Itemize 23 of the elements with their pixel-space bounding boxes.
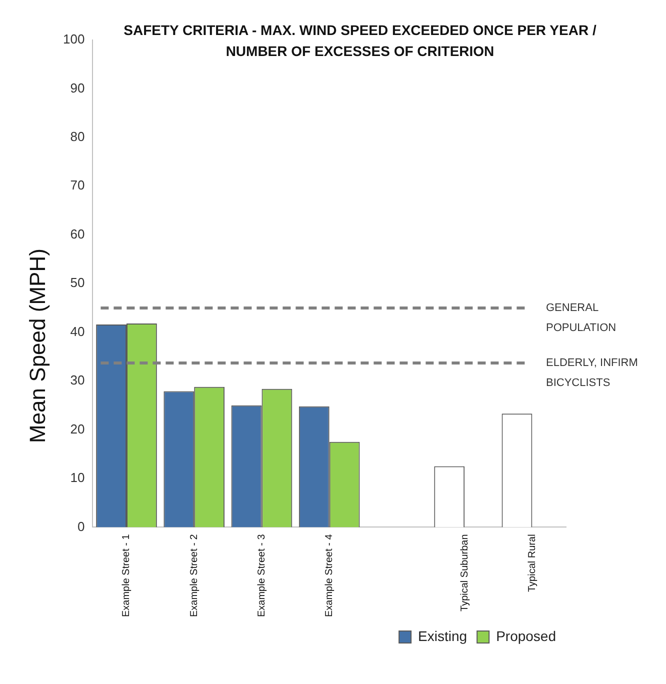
ref-line-label: ELDERLY, INFIRM BICYCLISTS [546,357,638,390]
y-tick-label: 0 [77,518,85,534]
x-tick-label: Example Street - 3 [256,534,268,617]
x-tick-label: Example Street - 2 [188,534,200,617]
y-tick-label: 10 [70,470,85,486]
chart-title: SAFETY CRITERIA - MAX. WIND SPEED EXCEEDED ONCE PER YEAR / NUMBER OF EXCESSES OF CRITERION [122,21,598,61]
y-tick-label: 50 [70,275,85,290]
y-tick-label: 40 [70,324,85,339]
legend-label: Existing [418,628,468,644]
y-tick-label: 90 [70,80,85,96]
y-tick-label: 60 [70,226,85,242]
y-axis-title: Mean Speed (MPH) [25,248,51,443]
x-tick-label: Typical Suburban [459,534,470,612]
y-tick-label: 80 [70,129,85,144]
y-tick-label: 70 [70,178,85,193]
x-tick-label: Example Street - 1 [121,534,132,617]
y-tick-label: 100 [62,32,85,47]
ref-line-label: GENERAL POPULATION [546,302,616,334]
x-tick-label: Typical Rural [526,534,538,592]
y-tick-label: 20 [70,421,85,436]
y-tick-label: 30 [70,372,85,388]
x-tick-label: Example Street - 4 [324,534,336,617]
legend-label: Proposed [496,628,556,644]
